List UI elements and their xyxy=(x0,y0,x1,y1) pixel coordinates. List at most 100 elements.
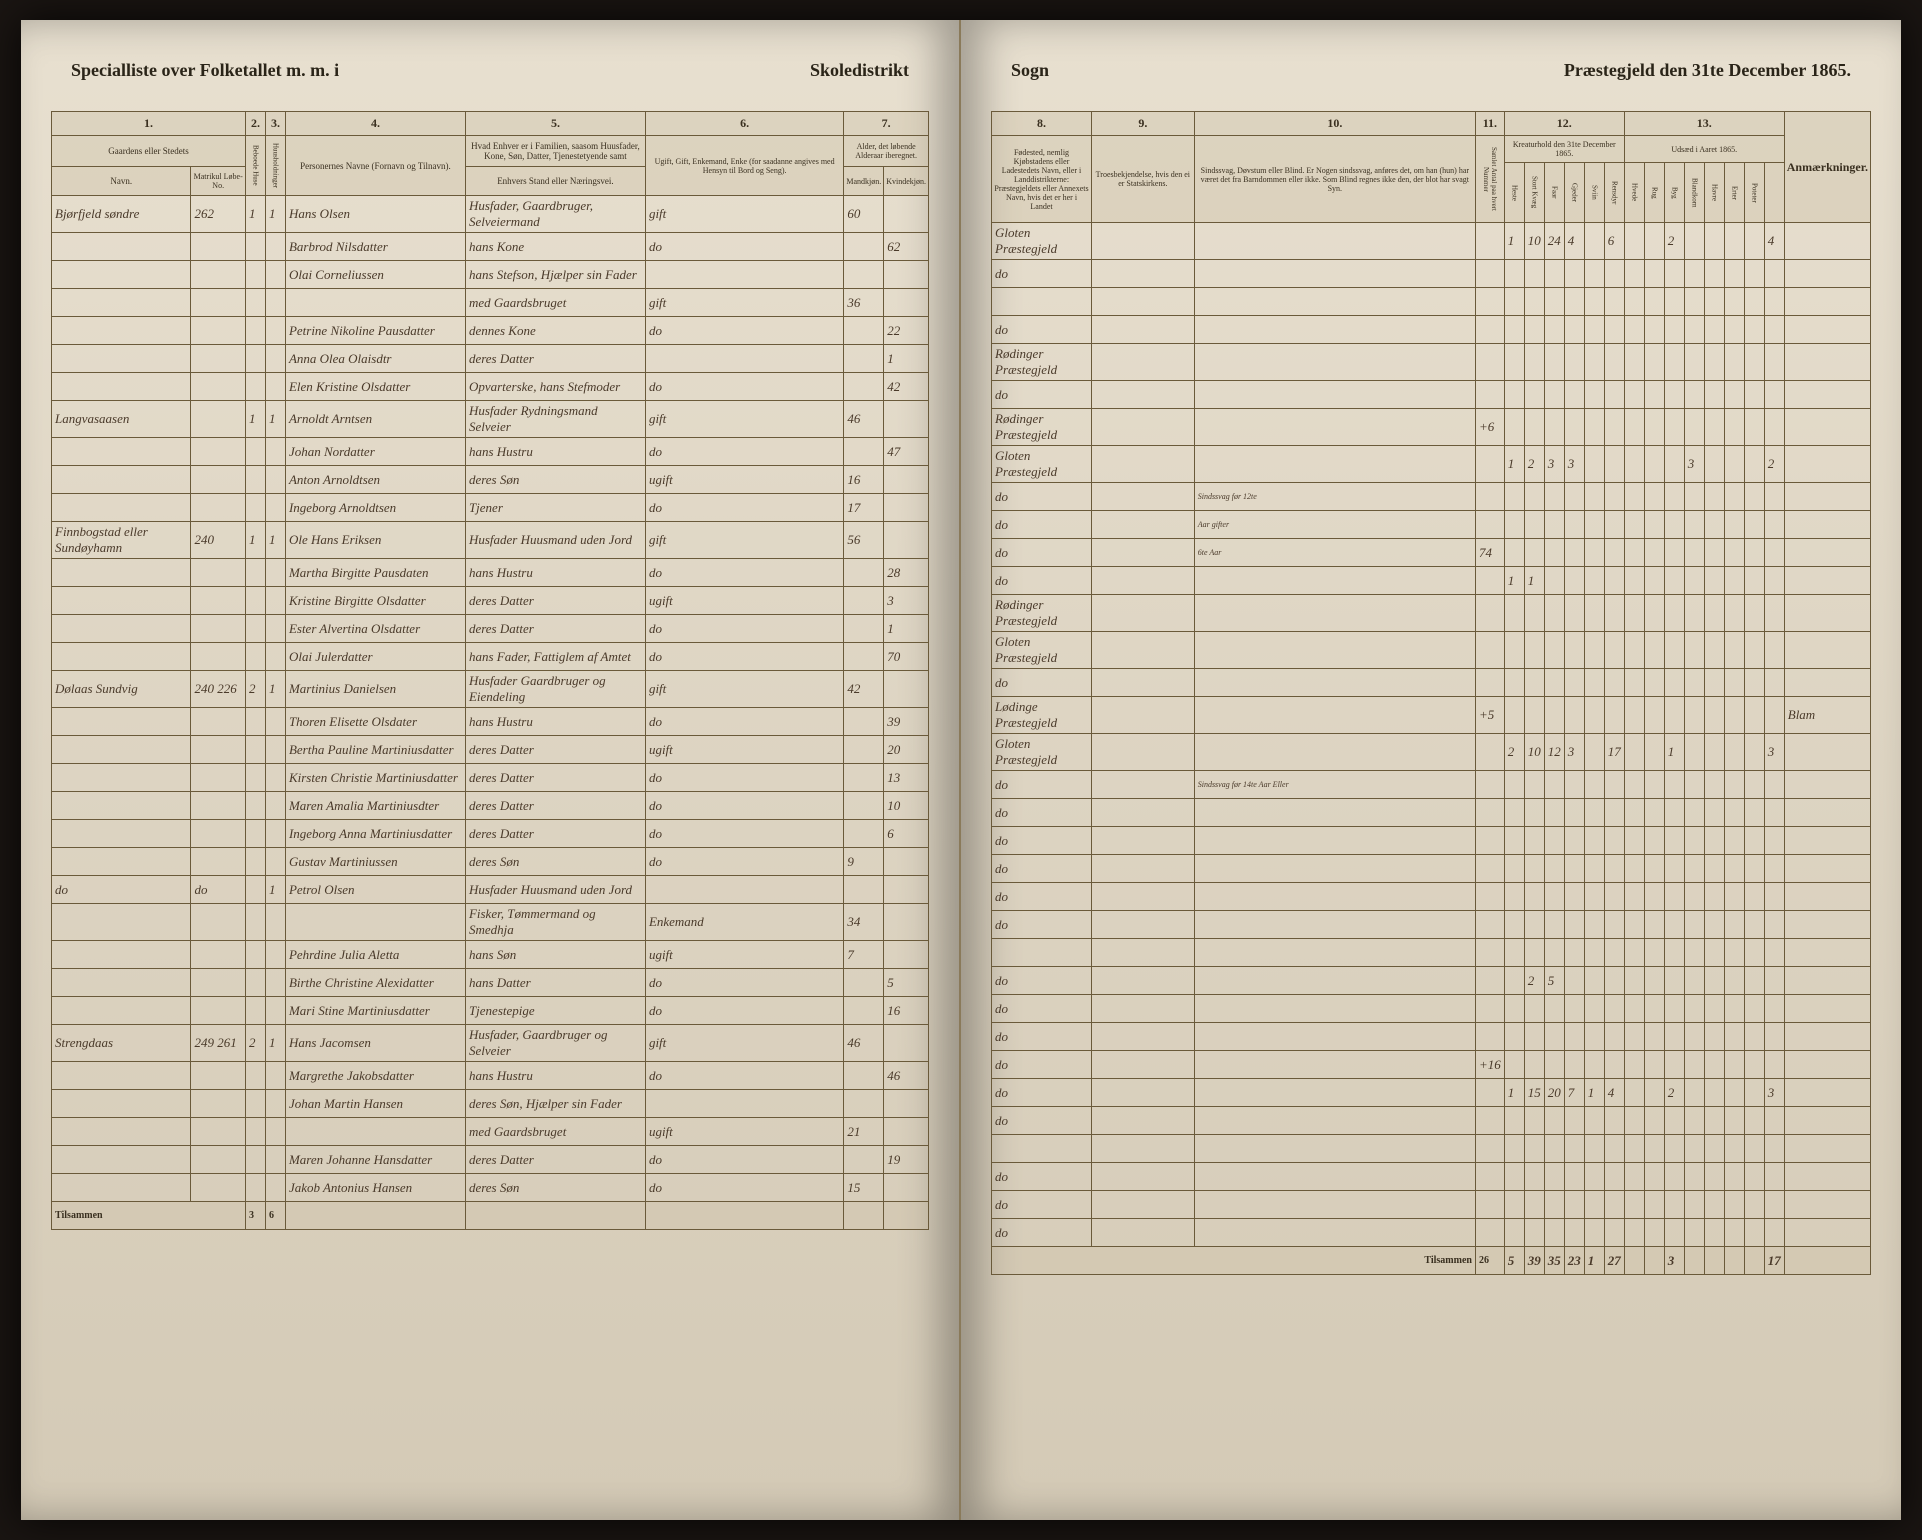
cell xyxy=(1704,669,1724,697)
cell: do xyxy=(992,669,1092,697)
cell xyxy=(1544,539,1564,567)
cell xyxy=(1784,316,1870,344)
cell xyxy=(1724,734,1744,771)
cell xyxy=(1704,995,1724,1023)
table-row: do11 xyxy=(992,567,1871,595)
cell: deres Datter xyxy=(465,1146,645,1174)
cell xyxy=(1624,539,1644,567)
cell xyxy=(1604,939,1624,967)
cell xyxy=(1624,1079,1644,1107)
table-row: Ingeborg Anna Martiniusdatterderes Datte… xyxy=(52,820,929,848)
cell xyxy=(1704,260,1724,288)
cell xyxy=(1724,316,1744,344)
cell: Maren Amalia Martiniusdter xyxy=(285,792,465,820)
cell: 3 xyxy=(1564,734,1584,771)
cell xyxy=(1644,567,1664,595)
cell xyxy=(1644,1079,1664,1107)
cell xyxy=(1724,855,1744,883)
footer-cell: 39 xyxy=(1524,1247,1544,1275)
subheader: Stort Kvæg xyxy=(1524,163,1544,223)
cell xyxy=(1664,1163,1684,1191)
cell xyxy=(1584,799,1604,827)
colnum-1: 1. xyxy=(52,112,246,136)
cell: do xyxy=(645,708,843,736)
cell xyxy=(1684,1079,1704,1107)
cell: 15 xyxy=(844,1174,884,1202)
subheader: Sviin xyxy=(1584,163,1604,223)
cell: 3 xyxy=(1684,446,1704,483)
cell xyxy=(1564,1163,1584,1191)
cell: Opvarterske, hans Stefmoder xyxy=(465,373,645,401)
cell: 240 xyxy=(191,522,245,559)
cell xyxy=(1194,1079,1475,1107)
cell xyxy=(1584,409,1604,446)
cell: hans Fader, Fattiglem af Amtet xyxy=(465,643,645,671)
cell: do xyxy=(645,764,843,792)
cell xyxy=(1524,344,1544,381)
cell xyxy=(1604,539,1624,567)
cell xyxy=(1744,1219,1764,1247)
cell: deres Søn xyxy=(465,466,645,494)
cell xyxy=(52,233,191,261)
table-row: Ester Alvertina Olsdatterderes Datterdo1 xyxy=(52,615,929,643)
cell xyxy=(1724,567,1744,595)
cell xyxy=(1524,771,1544,799)
cell xyxy=(1664,1023,1684,1051)
table-row: Bjørfjeld søndre26211Hans OlsenHusfader,… xyxy=(52,196,929,233)
cell xyxy=(1584,511,1604,539)
cell xyxy=(1644,344,1664,381)
cell: Ester Alvertina Olsdatter xyxy=(285,615,465,643)
cell xyxy=(1092,883,1195,911)
cell xyxy=(1604,483,1624,511)
cell xyxy=(52,1174,191,1202)
cell xyxy=(1584,288,1604,316)
cell: 3 xyxy=(884,587,929,615)
cell: Tjener xyxy=(465,494,645,522)
cell xyxy=(1704,632,1724,669)
cell xyxy=(1564,1135,1584,1163)
table-row: Johan Nordatterhans Hustrudo47 xyxy=(52,438,929,466)
cell xyxy=(1704,734,1724,771)
cell: do xyxy=(992,1107,1092,1135)
cell xyxy=(1724,669,1744,697)
cell xyxy=(1664,911,1684,939)
cell: Gloten Præstegjeld xyxy=(992,632,1092,669)
cell xyxy=(1784,409,1870,446)
table-row: Olai Corneliussenhans Stefson, Hjælper s… xyxy=(52,261,929,289)
cell xyxy=(245,587,265,615)
cell xyxy=(265,373,285,401)
cell xyxy=(844,317,884,345)
cell xyxy=(1475,595,1504,632)
hdr-navn: Navn. xyxy=(52,167,191,196)
cell: 4 xyxy=(1604,1079,1624,1107)
footer-cell: 5 xyxy=(1504,1247,1524,1275)
table-row: do xyxy=(992,1107,1871,1135)
cell xyxy=(1194,446,1475,483)
hdr-beboede: Beboede Huse xyxy=(245,136,265,196)
left-footer-label: Tilsammen xyxy=(52,1202,246,1230)
cell xyxy=(265,1174,285,1202)
cell xyxy=(245,615,265,643)
cell xyxy=(1544,799,1564,827)
cell: 70 xyxy=(884,643,929,671)
table-row: do xyxy=(992,827,1871,855)
cell xyxy=(1624,967,1644,995)
cell xyxy=(1664,539,1684,567)
cell xyxy=(191,1090,245,1118)
cell xyxy=(52,345,191,373)
cell xyxy=(1092,409,1195,446)
cell xyxy=(1544,260,1564,288)
cell: do xyxy=(992,483,1092,511)
cell: 34 xyxy=(844,904,884,941)
cell: 2 xyxy=(245,1025,265,1062)
cell xyxy=(1584,855,1604,883)
cell xyxy=(1684,223,1704,260)
cell xyxy=(1784,1023,1870,1051)
cell xyxy=(1604,1107,1624,1135)
cell xyxy=(1504,1219,1524,1247)
cell xyxy=(52,1146,191,1174)
cell xyxy=(1624,409,1644,446)
cell xyxy=(1604,595,1624,632)
footer-cell: 23 xyxy=(1564,1247,1584,1275)
cell xyxy=(1524,911,1544,939)
